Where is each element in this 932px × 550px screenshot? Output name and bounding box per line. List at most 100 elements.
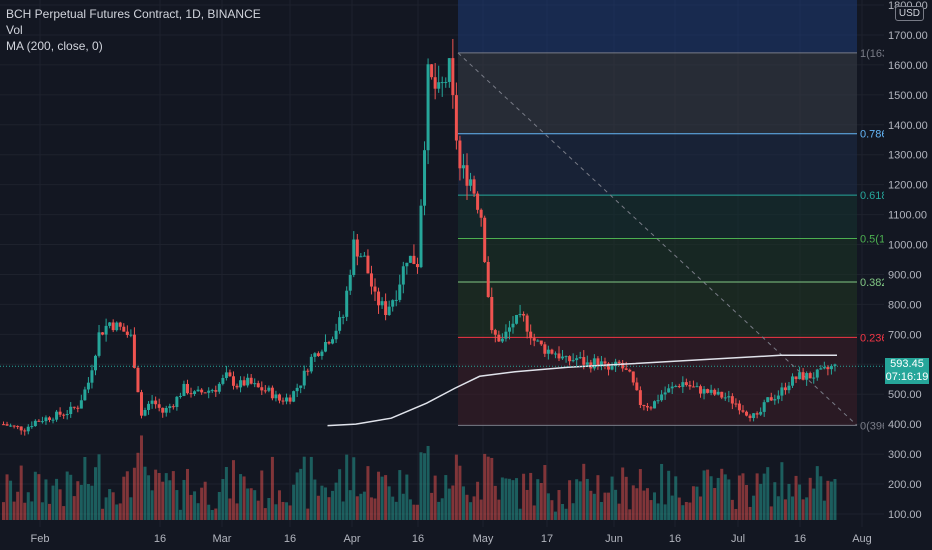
volume-bar	[253, 490, 257, 520]
volume-bar	[281, 501, 285, 520]
volume-bar	[426, 445, 430, 520]
candle-body	[621, 362, 625, 369]
volume-bar	[734, 508, 738, 520]
candle-body	[16, 426, 20, 428]
candle-body	[221, 377, 225, 384]
candle-body	[366, 255, 370, 274]
candle-body	[362, 255, 366, 257]
candle-body	[603, 361, 607, 364]
volume-bar	[309, 456, 313, 520]
candle-body	[331, 339, 335, 344]
x-tick-12: Aug	[852, 533, 872, 545]
candle-body	[454, 95, 458, 141]
candle-body	[185, 383, 189, 394]
volume-bar	[713, 488, 717, 520]
volume-bar	[288, 505, 292, 520]
volume-bar	[660, 463, 664, 520]
volume-bar	[221, 479, 225, 520]
volume-bar	[178, 509, 182, 520]
candle-body	[341, 316, 345, 318]
volume-bar	[108, 489, 112, 520]
candle-body	[62, 414, 66, 416]
currency-badge[interactable]: USD	[894, 6, 924, 21]
volume-bar	[430, 492, 434, 520]
candle-body	[766, 397, 770, 403]
volume-bar	[787, 483, 791, 520]
fib-band-top	[458, 0, 857, 53]
volume-bar	[380, 476, 384, 520]
x-tick-4: Apr	[343, 533, 360, 545]
volume-bar	[465, 494, 469, 520]
candle-body	[553, 353, 557, 355]
volume-bar	[154, 469, 158, 520]
candle-body	[345, 290, 349, 317]
volume-bar	[451, 485, 455, 520]
candle-body	[504, 331, 508, 339]
candle-body	[617, 361, 621, 363]
candle-body	[285, 397, 289, 402]
candle-body	[168, 406, 172, 408]
candle-body	[277, 394, 281, 401]
volume-bar	[476, 481, 480, 520]
volume-bar	[47, 503, 51, 520]
candle-body	[33, 420, 37, 427]
volume-bar	[394, 501, 398, 520]
volume-bar	[323, 487, 327, 520]
volume-bar	[504, 478, 508, 520]
candle-body	[129, 334, 133, 336]
volume-bar	[384, 475, 388, 520]
x-tick-3: 16	[284, 533, 296, 545]
volume-bar	[631, 485, 635, 520]
candle-body	[525, 315, 529, 332]
candle-body	[536, 340, 540, 342]
candle-body	[139, 392, 143, 416]
volume-bar	[415, 504, 419, 520]
volume-bar	[706, 469, 710, 520]
candle-body	[355, 239, 359, 257]
volume-bar	[702, 470, 706, 520]
candle-body	[663, 392, 667, 395]
volume-bar	[550, 500, 554, 520]
volume-bar	[175, 490, 179, 520]
fib-band	[458, 52, 857, 134]
candle-body	[253, 383, 257, 385]
candle-body	[829, 365, 833, 370]
volume-bar	[497, 499, 501, 520]
candle-body	[143, 409, 147, 416]
volume-bar	[522, 473, 526, 520]
volume-bar	[398, 470, 402, 520]
volume-bar	[157, 472, 161, 520]
fib-band	[458, 337, 857, 426]
volume-bar	[638, 469, 642, 520]
volume-bar	[76, 481, 80, 520]
candle-body	[745, 411, 749, 416]
volume-bar	[691, 486, 695, 520]
volume-bar	[518, 508, 522, 520]
candle-body	[217, 383, 221, 392]
volume-bar	[263, 508, 267, 520]
volume-bar	[171, 471, 175, 520]
candle-body	[323, 341, 327, 352]
volume-bar	[9, 480, 13, 520]
countdown-tag: 07:16:19	[885, 371, 929, 384]
candle-body	[529, 331, 533, 339]
candle-body	[239, 380, 243, 388]
candle-body	[706, 389, 710, 393]
volume-bar	[585, 478, 589, 520]
candle-body	[93, 355, 97, 371]
volume-bar	[93, 467, 97, 520]
volume-bar	[331, 490, 335, 520]
x-tick-11: 16	[794, 533, 806, 545]
volume-bar	[62, 506, 66, 520]
volume-bar	[345, 454, 349, 520]
candle-body	[214, 390, 218, 392]
candle-body	[288, 397, 292, 402]
candle-body	[444, 81, 448, 83]
candle-body	[645, 406, 649, 408]
candle-body	[596, 358, 600, 366]
candle-body	[791, 376, 795, 386]
candle-body	[670, 386, 674, 389]
volume-bar	[2, 502, 5, 520]
volume-bar	[437, 501, 441, 520]
